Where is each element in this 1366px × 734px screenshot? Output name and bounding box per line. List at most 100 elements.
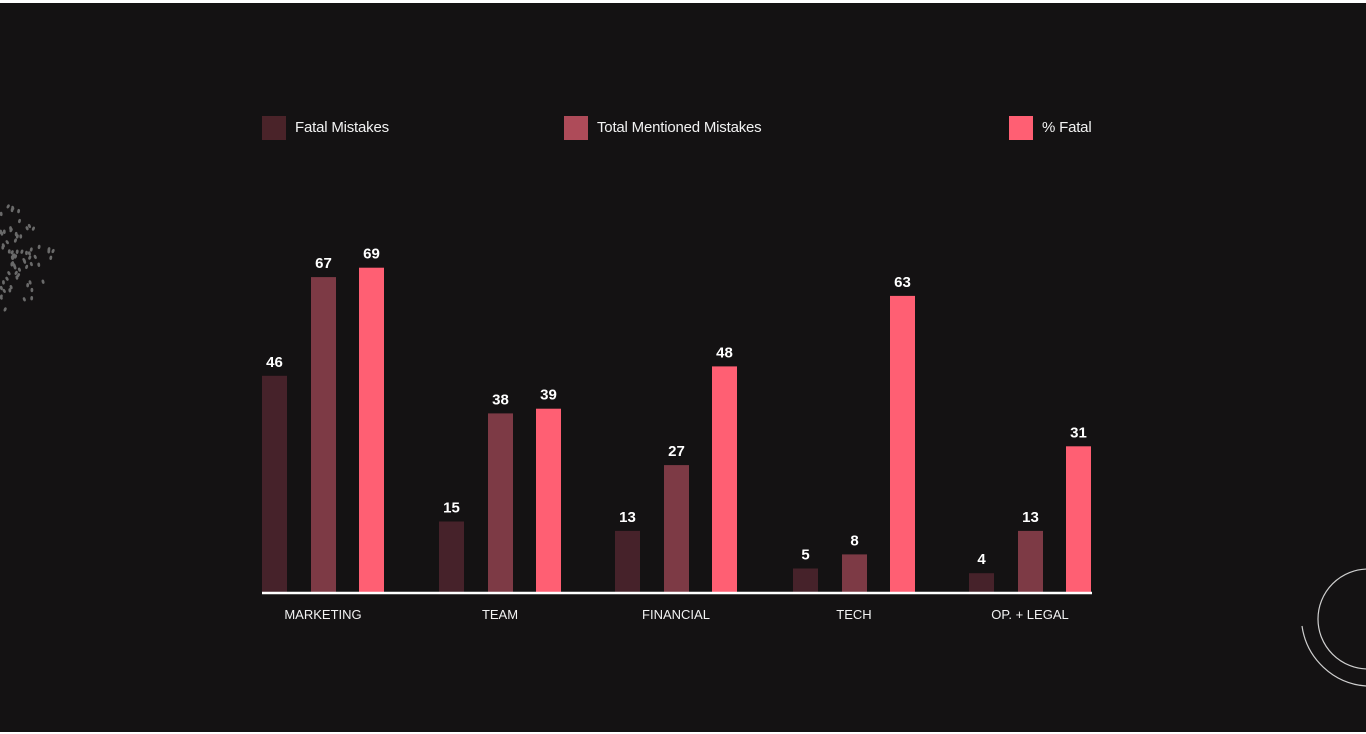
decorative-dot <box>28 280 32 285</box>
decorative-dot <box>27 223 31 229</box>
decorative-dot <box>30 287 34 293</box>
decorative-dot <box>13 238 17 243</box>
bar-total-mentioned-mistakes-op-legal <box>1018 530 1043 592</box>
data-label: 38 <box>492 391 509 408</box>
decorative-dot <box>3 307 7 312</box>
decorative-dot <box>14 270 18 275</box>
decorative-dot <box>8 288 12 293</box>
data-label: 48 <box>716 344 733 361</box>
decorative-dot <box>26 283 30 288</box>
decorative-dot <box>19 234 23 239</box>
decorative-dot <box>22 297 26 302</box>
decorative-dot <box>0 285 3 291</box>
decorative-dot <box>20 249 24 254</box>
bar-total-mentioned-mistakes-team <box>488 413 513 592</box>
decorative-dot <box>2 229 6 234</box>
data-label: 5 <box>801 547 809 564</box>
x-tick-label: FINANCIAL <box>642 607 710 622</box>
decorative-dot <box>37 244 41 250</box>
decorative-dot <box>1 243 5 248</box>
bar-fatal-op-legal <box>1066 446 1091 592</box>
data-label: 31 <box>1070 424 1087 441</box>
bar-fatal-mistakes-marketing <box>262 375 287 592</box>
decorative-dot <box>0 295 3 300</box>
decorative-dot <box>16 273 21 278</box>
legend-label-percent-fatal: % Fatal <box>1042 119 1092 136</box>
decorative-dot <box>13 265 17 270</box>
decorative-dot <box>17 267 21 272</box>
legend-swatch-fatal-mistakes <box>262 115 286 140</box>
data-label: 39 <box>540 387 557 404</box>
decorative-dot <box>5 276 9 281</box>
x-tick-label: MARKETING <box>284 607 361 622</box>
decorative-dot <box>0 211 3 217</box>
decorative-dot <box>9 284 13 290</box>
decorative-dot <box>11 253 15 258</box>
x-tick-label: TEAM <box>482 607 518 622</box>
data-label: 67 <box>315 255 332 272</box>
data-label: 27 <box>668 443 685 460</box>
decorative-dot <box>41 279 45 284</box>
decorative-dot <box>6 204 10 209</box>
decorative-dot <box>33 254 37 260</box>
data-label: 13 <box>619 509 636 526</box>
decorative-dot <box>30 295 34 301</box>
bar-total-mentioned-mistakes-tech <box>842 554 867 592</box>
decorative-dot <box>47 247 51 252</box>
decorative-dots-icon <box>0 204 55 312</box>
decorative-dot <box>29 261 33 267</box>
decorative-dot <box>2 288 6 293</box>
decorative-dot <box>51 248 55 254</box>
decorative-dot <box>22 258 26 263</box>
decorative-dot <box>37 262 41 267</box>
decorative-dot <box>2 280 5 285</box>
decorative-dot <box>15 249 19 254</box>
data-label: 63 <box>894 274 911 291</box>
decorative-dot <box>17 208 21 214</box>
decorative-dot <box>25 226 29 231</box>
x-tick-label: OP. + LEGAL <box>991 607 1068 622</box>
legend-item-fatal-mistakes: Fatal Mistakes <box>262 115 389 140</box>
decorative-dot <box>18 218 21 224</box>
decorative-circles-icon <box>1301 568 1366 687</box>
legend-item-percent-fatal: % Fatal <box>1009 115 1092 140</box>
bar-fatal-mistakes-tech <box>793 568 818 592</box>
decorative-dot <box>14 254 18 259</box>
decorative-dot <box>0 229 2 235</box>
bar-fatal-tech <box>890 295 915 592</box>
data-label: 13 <box>1022 509 1039 526</box>
bar-chart: 46 67 69 MARKETING 15 38 39 TEAM 13 27 48 FINANCIAL… <box>262 246 1092 622</box>
bar-fatal-mistakes-team <box>439 521 464 592</box>
decorative-dot <box>29 247 33 252</box>
bar-total-mentioned-mistakes-marketing <box>311 277 336 592</box>
bar-fatal-mistakes-op-legal <box>969 573 994 592</box>
decorative-dot <box>11 205 15 211</box>
data-label: 15 <box>443 500 460 517</box>
legend-item-total-mentioned-mistakes: Total Mentioned Mistakes <box>564 115 762 140</box>
decorative-dot <box>27 251 31 256</box>
decorative-dot <box>5 240 9 245</box>
decorative-dot <box>7 271 11 276</box>
decorative-dot <box>15 234 19 239</box>
legend-swatch-total-mentioned-mistakes <box>564 115 588 140</box>
legend-swatch-percent-fatal <box>1009 115 1033 140</box>
decorative-dot <box>11 261 15 266</box>
decorative-dot <box>7 249 11 254</box>
decorative-dot <box>25 264 29 270</box>
bar-fatal-team <box>536 408 561 592</box>
bar-fatal-mistakes-financial <box>615 530 640 592</box>
data-label: 46 <box>266 354 283 371</box>
decorative-dot <box>31 226 35 231</box>
decorative-dot <box>9 226 12 231</box>
decorative-dot <box>25 250 28 256</box>
x-tick-label: TECH <box>836 607 871 622</box>
bar-total-mentioned-mistakes-financial <box>664 465 689 592</box>
legend-label-fatal-mistakes: Fatal Mistakes <box>295 119 389 136</box>
bar-fatal-marketing <box>359 267 384 592</box>
data-label: 69 <box>363 246 380 263</box>
decorative-dot <box>28 255 32 260</box>
chart-frame: Fatal Mistakes Total Mentioned Mistakes … <box>0 3 1366 732</box>
decorative-dot <box>49 255 53 260</box>
data-label: 4 <box>977 551 986 568</box>
decorative-dot <box>10 250 14 255</box>
